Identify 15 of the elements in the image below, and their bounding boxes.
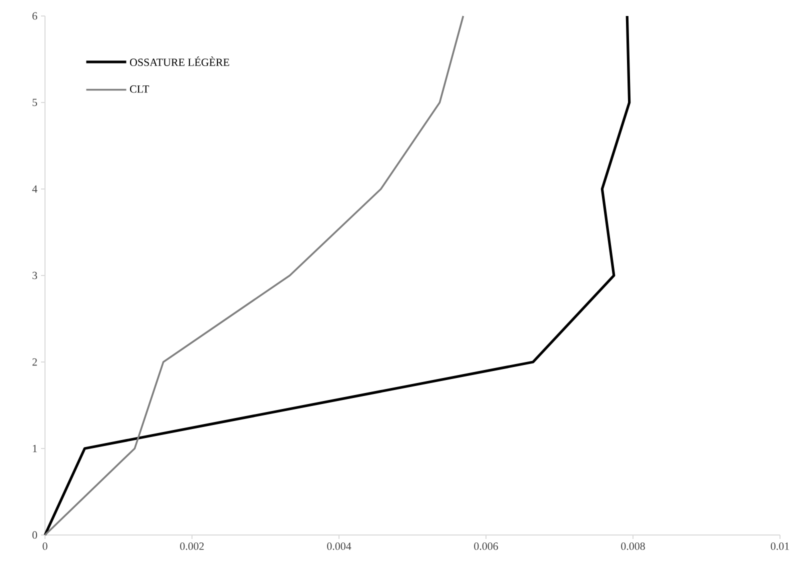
y-tick-label: 5 <box>32 98 38 106</box>
x-tick-label: 0.01 <box>770 542 789 550</box>
x-tick-label: 0.002 <box>180 542 204 550</box>
y-tick-label: 4 <box>32 185 38 193</box>
x-tick-label: 0.008 <box>621 542 645 550</box>
legend-label: CLT <box>130 85 150 93</box>
x-tick-label: 0.006 <box>474 542 498 550</box>
y-tick-label: 3 <box>32 272 38 280</box>
legend-label: OSSATURE LÉGÈRE <box>130 56 230 66</box>
x-tick-label: 0.004 <box>327 542 352 550</box>
y-tick-label: 2 <box>32 358 37 366</box>
y-tick-label: 1 <box>32 444 37 452</box>
y-tick-label: 6 <box>32 12 38 20</box>
x-tick-label: 0 <box>42 542 48 550</box>
y-tick-label: 0 <box>32 531 38 539</box>
